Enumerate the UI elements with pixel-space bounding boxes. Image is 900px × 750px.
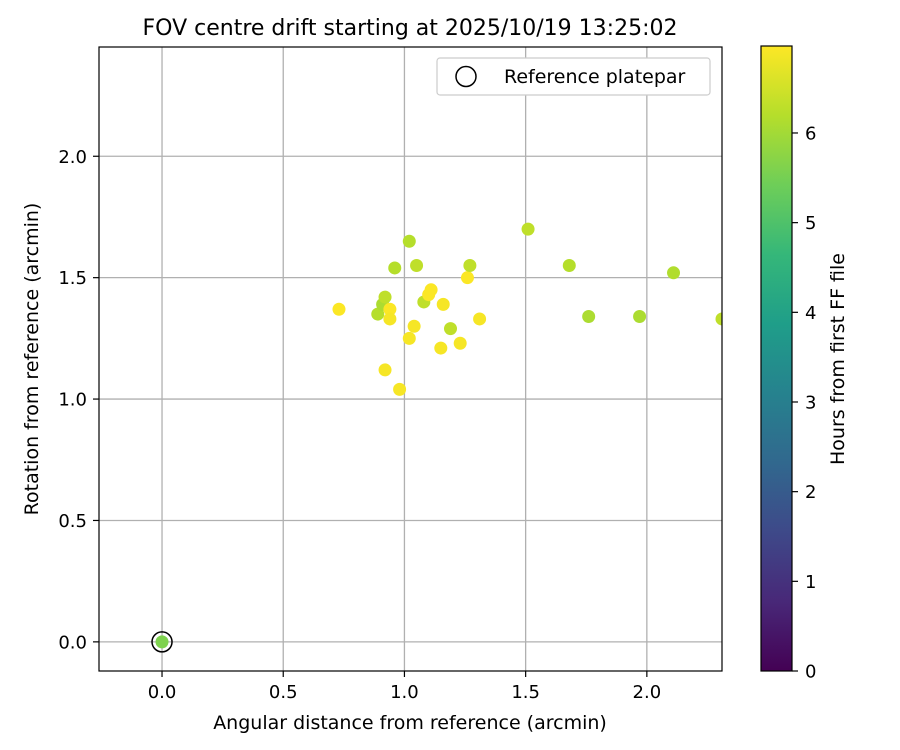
- y-tick-label: 1.5: [58, 268, 87, 289]
- scatter-point: [378, 363, 392, 377]
- colorbar-tick-label: 5: [805, 213, 816, 234]
- scatter-point: [463, 259, 477, 273]
- scatter-point: [582, 310, 596, 324]
- scatter-point: [410, 259, 424, 273]
- scatter-point: [424, 283, 438, 297]
- scatter-point: [521, 222, 535, 236]
- y-tick-label: 2.0: [58, 147, 87, 168]
- plot-frame: [98, 46, 723, 672]
- y-tick-label: 0.5: [58, 511, 87, 532]
- scatter-point: [378, 290, 392, 304]
- scatter-point: [460, 271, 474, 285]
- scatter-point: [562, 259, 576, 273]
- scatter-point: [383, 302, 397, 316]
- plot-area: [99, 47, 722, 671]
- scatter-point: [155, 635, 169, 649]
- y-axis-label: Rotation from reference (arcmin): [21, 203, 43, 516]
- legend-marker-open-circle: [455, 65, 477, 88]
- scatter-point: [473, 312, 487, 326]
- y-tick-label: 0.0: [58, 632, 87, 653]
- scatter-point: [715, 312, 722, 326]
- scatter-point: [402, 234, 416, 248]
- legend: Reference platepar: [436, 57, 711, 96]
- x-tick-label: 1.0: [390, 682, 419, 703]
- x-tick-label: 0.5: [269, 682, 298, 703]
- colorbar-tick-label: 3: [805, 392, 816, 413]
- y-tick-label: 1.0: [58, 390, 87, 411]
- colorbar-tick-label: 0: [805, 662, 816, 683]
- scatter-point: [443, 322, 457, 336]
- x-tick-label: 2.0: [633, 682, 662, 703]
- scatter-point: [434, 341, 448, 355]
- scatter-point: [453, 336, 467, 350]
- reference-platepar-marker: [151, 631, 173, 653]
- colorbar-label: Hours from first FF file: [827, 253, 849, 465]
- scatter-point: [633, 310, 647, 324]
- scatter-points: [151, 222, 722, 653]
- chart-title: FOV centre drift starting at 2025/10/19 …: [143, 16, 678, 41]
- scatter-point: [371, 307, 385, 321]
- colorbar-tick-label: 2: [805, 482, 816, 503]
- scatter-point: [436, 297, 450, 311]
- colorbar-tick-label: 6: [805, 123, 816, 144]
- x-axis-label: Angular distance from reference (arcmin): [213, 712, 607, 734]
- scatter-point: [393, 382, 407, 396]
- colorbar-ticks: 0 1 2 3 4 5 6: [792, 123, 816, 683]
- y-axis-ticks: 0.0 0.5 1.0 1.5 2.0: [58, 147, 99, 653]
- scatter-point: [383, 312, 397, 326]
- scatter-point: [402, 331, 416, 345]
- scatter-point: [332, 302, 346, 316]
- colorbar-tick-label: 4: [805, 303, 816, 324]
- scatter-point: [667, 266, 681, 280]
- x-axis-ticks: 0.0 0.5 1.0 1.5 2.0: [148, 671, 661, 703]
- legend-label-reference-platepar: Reference platepar: [504, 66, 686, 88]
- colorbar-gradient: [760, 45, 793, 672]
- grid-lines: [99, 47, 722, 671]
- colorbar: 0 1 2 3 4 5 6 Hours from first FF file: [760, 45, 849, 683]
- x-tick-label: 0.0: [148, 682, 177, 703]
- scatter-point: [388, 261, 402, 275]
- legend-box: [436, 57, 711, 96]
- x-tick-label: 1.5: [511, 682, 540, 703]
- colorbar-tick-label: 1: [805, 572, 816, 593]
- scatter-point: [407, 319, 421, 333]
